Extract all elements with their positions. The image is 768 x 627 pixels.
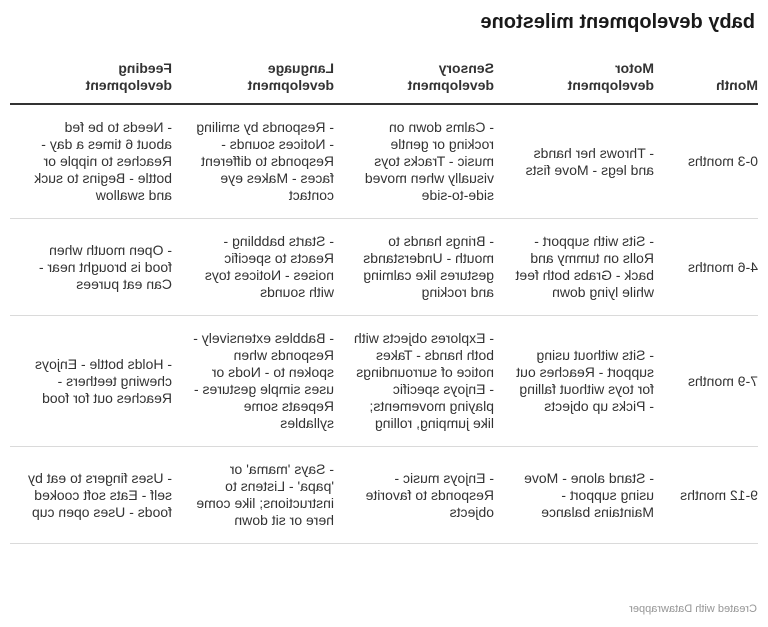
- cell-feeding: - Needs to be fed about 6 times a day - …: [10, 104, 172, 219]
- datawrapper-attribution: Created with Datawrapper: [629, 603, 757, 615]
- cell-month: 7-9 months: [654, 315, 758, 447]
- table-row-0-3-months: 0-3 months - Throws her hands and legs -…: [10, 104, 758, 219]
- column-header-label: Month: [716, 77, 758, 93]
- column-header-month: Month: [654, 34, 758, 104]
- cell-motor: - Stand alone - Move using support - Mai…: [494, 446, 654, 544]
- column-header-label: Language development: [247, 60, 334, 93]
- cell-month: 0-3 months: [654, 104, 758, 219]
- cell-feeding: - Open mouth when food is brought near -…: [10, 218, 172, 316]
- page-title: baby development milestone: [480, 11, 755, 33]
- cell-sensory: - Brings hands to mouth - Understands ge…: [334, 218, 494, 316]
- column-header-label: Motor development: [567, 60, 654, 93]
- column-header-sensory: Sensory development: [334, 34, 494, 104]
- column-header-feeding: Feeding development: [10, 34, 172, 104]
- cell-language: - Responds by smiling - Notices sounds -…: [172, 104, 334, 219]
- cell-month: 4-6 months: [654, 218, 758, 316]
- cell-month: 9-12 months: [654, 446, 758, 544]
- table-header-row: Month Motor development Sensory developm…: [10, 34, 758, 104]
- column-header-label: Feeding development: [85, 60, 172, 93]
- cell-language: - Says 'mama' or 'papa' - Listens to ins…: [172, 446, 334, 544]
- cell-sensory: - Calms down on rocking or gentle music …: [334, 104, 494, 219]
- cell-sensory: - Explores objects with both hands - Tak…: [334, 315, 494, 447]
- cell-motor: - Throws her hands and legs - Move fists: [494, 104, 654, 219]
- column-header-motor: Motor development: [494, 34, 654, 104]
- cell-language: - Babbles extensively - Responds when sp…: [172, 315, 334, 447]
- milestone-table: Month Motor development Sensory developm…: [10, 34, 758, 544]
- column-header-language: Language development: [172, 34, 334, 104]
- cell-sensory: - Enjoys music - Responds to favorite ob…: [334, 446, 494, 544]
- table-row-4-6-months: 4-6 months - Sits with support - Rolls o…: [10, 218, 758, 316]
- cell-language: - Starts babbling - Reacts to specific n…: [172, 218, 334, 316]
- cell-feeding: - Holds bottle - Enjoys chewing teethers…: [10, 315, 172, 447]
- table-row-9-12-months: 9-12 months - Stand alone - Move using s…: [10, 446, 758, 544]
- cell-motor: - Sits without using support - Reaches o…: [494, 315, 654, 447]
- table-row-7-9-months: 7-9 months - Sits without using support …: [10, 315, 758, 447]
- column-header-label: Sensory development: [407, 60, 494, 93]
- cell-motor: - Sits with support - Rolls on tummy and…: [494, 218, 654, 316]
- cell-feeding: - Uses fingers to eat by self - Eats sof…: [10, 446, 172, 544]
